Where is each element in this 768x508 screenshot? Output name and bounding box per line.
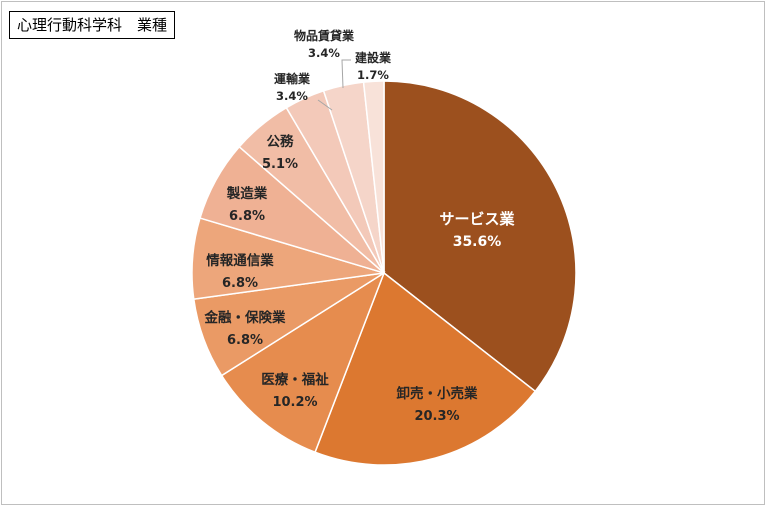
slice-value-7: 5.1% — [262, 157, 298, 172]
slice-value-9: 3.4% — [308, 46, 340, 60]
slice-label-5: 情報通信業 — [206, 252, 274, 269]
slice-label-9: 物品賃貸業 — [294, 28, 355, 43]
pie-slice-1 — [383, 80, 577, 393]
slice-label-8: 運輸業 — [274, 71, 311, 86]
pie-slice-10 — [362, 80, 385, 274]
slice-label-7: 公務 — [267, 133, 294, 150]
slice-label-4: 金融・保険業 — [204, 309, 286, 326]
slice-value-5: 6.8% — [222, 276, 258, 291]
pie-slice-2 — [314, 271, 537, 466]
leader-line-8 — [317, 99, 333, 111]
slice-value-1: 35.6% — [453, 234, 502, 250]
slice-value-6: 6.8% — [229, 209, 265, 224]
slice-value-3: 10.2% — [272, 395, 317, 410]
slice-value-8: 3.4% — [276, 89, 308, 103]
pie-slice-3 — [220, 271, 386, 454]
slice-label-1: サービス業 — [439, 210, 515, 228]
slice-label-2: 卸売・小売業 — [397, 385, 478, 402]
slice-value-2: 20.3% — [414, 409, 459, 424]
slice-label-3: 医療・福祉 — [261, 371, 329, 388]
slice-label-6: 製造業 — [226, 185, 268, 202]
slice-label-10: 建設業 — [354, 50, 392, 65]
slice-value-4: 6.8% — [227, 333, 263, 348]
leader-line-9 — [341, 59, 351, 89]
slice-value-10: 1.7% — [357, 68, 389, 82]
chart-title: 心理行動科学科 業種 — [9, 11, 176, 39]
